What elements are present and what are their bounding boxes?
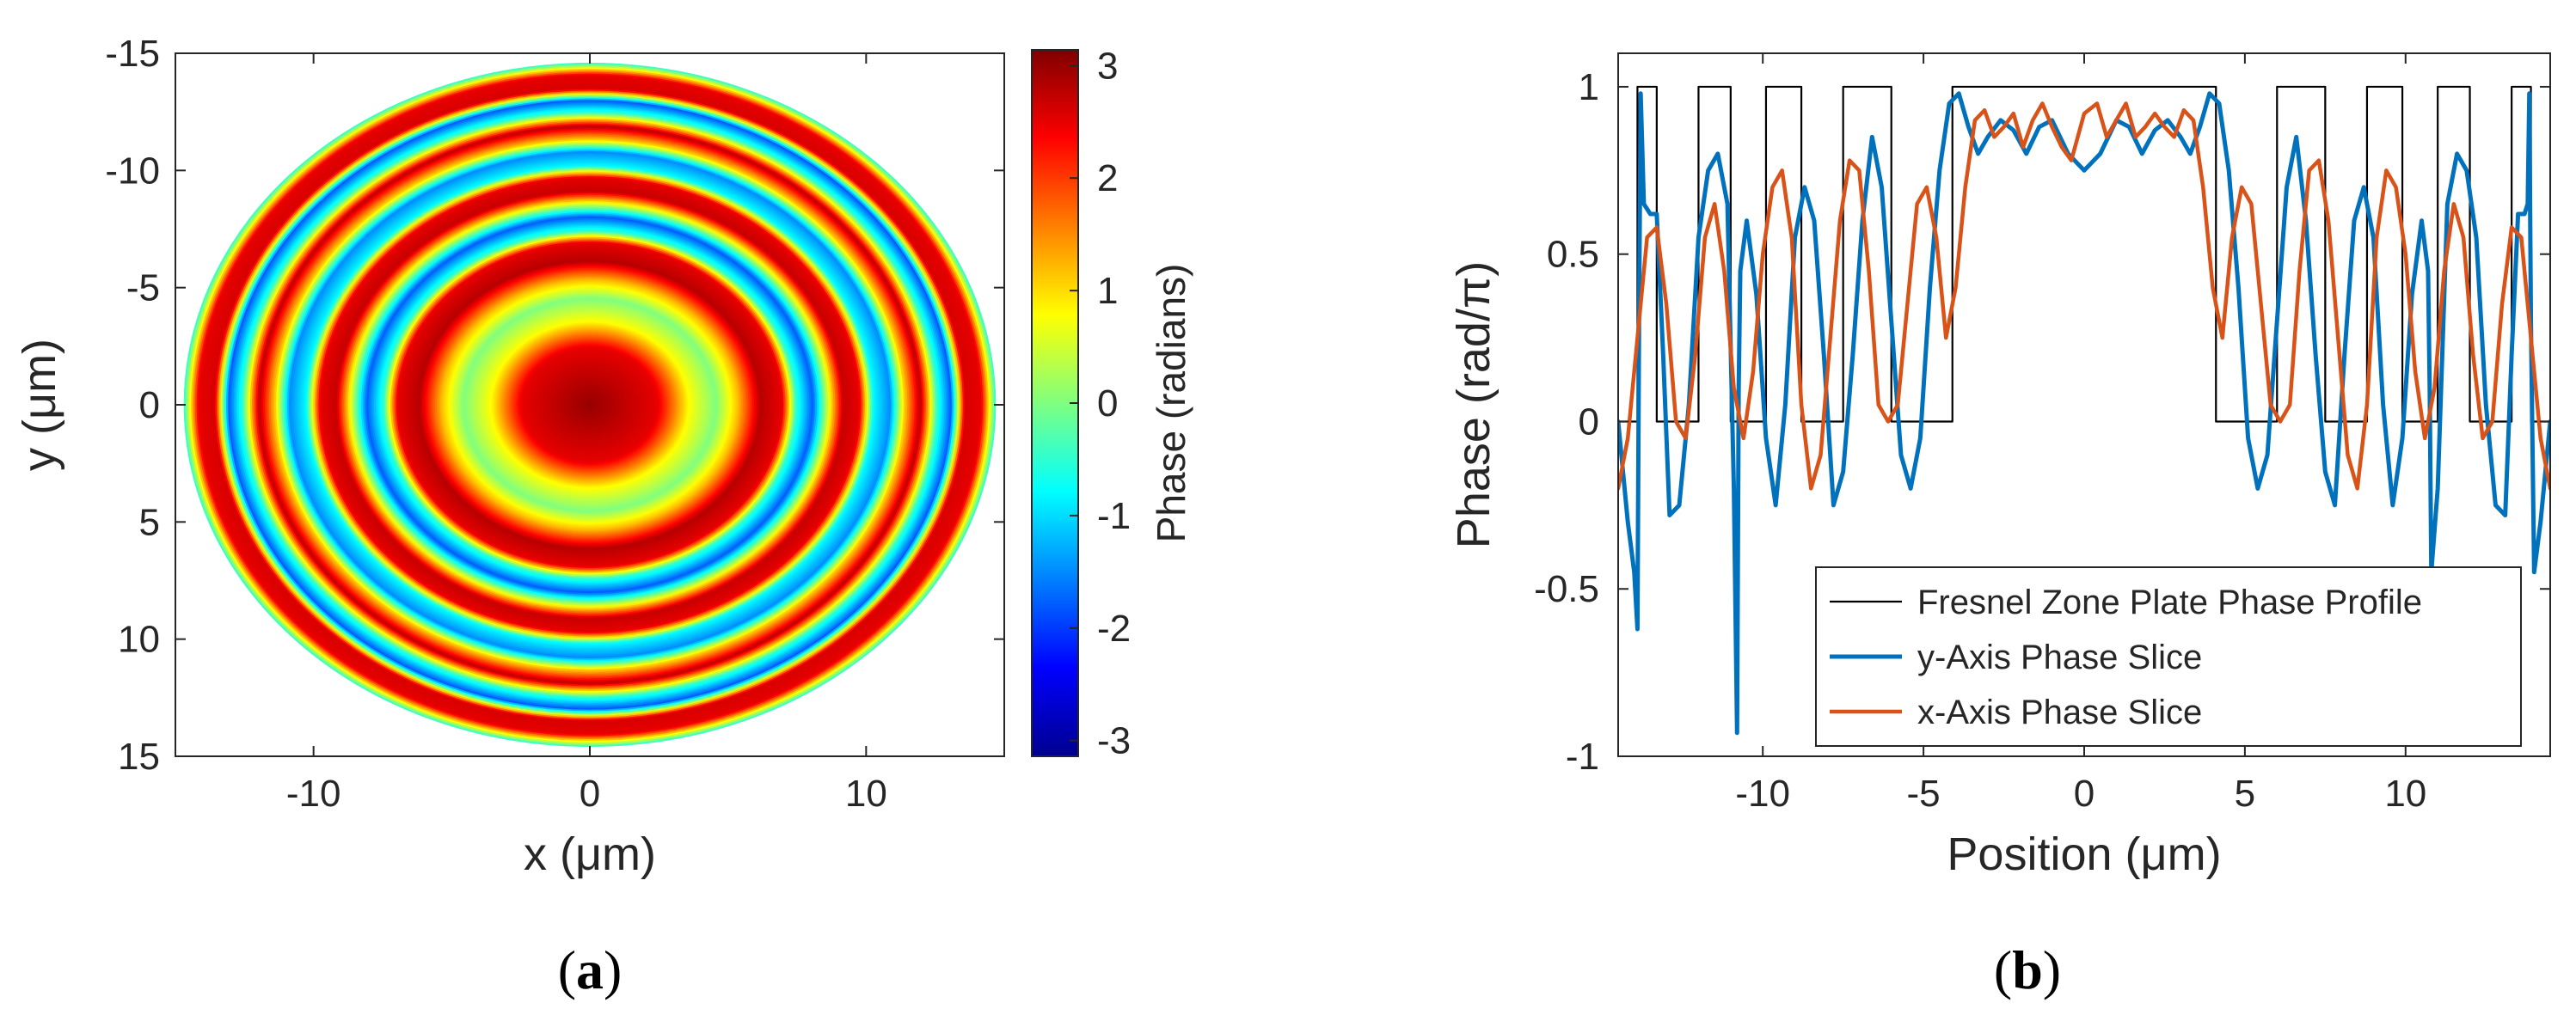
y-tick-label: -5 xyxy=(126,267,160,309)
panel-a-tag-open: ( xyxy=(558,939,576,1000)
colorbar-tick-label: -1 xyxy=(1097,495,1131,537)
phase-map-x-axis-label: x (μm) xyxy=(524,828,656,880)
panel-b-tag-open: ( xyxy=(1994,939,2012,1000)
x-tick-label: 0 xyxy=(580,773,600,815)
phase-map-rings xyxy=(183,62,997,748)
colorbar-tick-label: 1 xyxy=(1097,270,1118,312)
legend-box xyxy=(1815,566,2522,747)
series-line-y-axis-slice xyxy=(1618,91,2550,736)
panel-a-tag: (a) xyxy=(558,939,623,1000)
y-tick-label: 10 xyxy=(118,619,160,661)
y-tick-label: -15 xyxy=(105,33,160,75)
x-tick-label: 5 xyxy=(2235,773,2255,815)
legend-entry: Fresnel Zone Plate Phase Profile xyxy=(1917,584,2422,621)
phase-slice-lines xyxy=(1618,85,2550,736)
x-tick-label: -10 xyxy=(1735,773,1790,815)
panel-b-tag-letter: b xyxy=(2012,939,2043,1000)
y-tick-label: -10 xyxy=(105,150,160,192)
phase-slice-ticks: -10 -5 0 5 10 -1 -0.5 0 0.5 1 xyxy=(1534,53,2550,815)
panel-b-tag-close: ) xyxy=(2043,939,2061,1000)
y-tick-label: 5 xyxy=(139,501,160,543)
phase-slice-y-axis-label: Phase (rad/π) xyxy=(1448,261,1500,548)
x-tick-label: 10 xyxy=(845,773,887,815)
y-tick-label: 0 xyxy=(1579,400,1599,443)
series-line-x-axis-slice xyxy=(1618,101,2550,491)
colorbar-tick-label: 0 xyxy=(1097,382,1118,425)
colorbar-tick-label: -3 xyxy=(1097,720,1131,762)
x-tick-label: 10 xyxy=(2384,773,2426,815)
x-tick-label: 0 xyxy=(2074,773,2095,815)
panel-a-tag-letter: a xyxy=(576,939,604,1000)
panel-a-tag-close: ) xyxy=(604,939,622,1000)
colorbar-label: Phase (radians) xyxy=(1149,264,1193,543)
phase-map-ticks: -10 0 10 -15 -10 -5 0 5 10 15 xyxy=(105,33,1004,815)
colorbar-tick-label: -2 xyxy=(1097,608,1131,650)
colorbar-tick-label: 2 xyxy=(1097,157,1118,199)
legend: Fresnel Zone Plate Phase Profile y-Axis P… xyxy=(1815,566,2522,747)
series-line-fresnel-profile xyxy=(1618,85,2550,423)
x-tick-label: -10 xyxy=(286,773,341,815)
phase-slice-panel: -10 -5 0 5 10 -1 -0.5 0 0.5 1 Position (μm) Phase… xyxy=(1448,52,2551,1000)
legend-entry: x-Axis Phase Slice xyxy=(1917,694,2202,731)
y-tick-label: 0.5 xyxy=(1547,234,1599,276)
x-tick-label: -5 xyxy=(1907,773,1941,815)
phase-map-y-axis-label: y (μm) xyxy=(14,339,65,471)
legend-entry: y-Axis Phase Slice xyxy=(1917,639,2202,676)
phase-slice-x-axis-label: Position (μm) xyxy=(1947,828,2221,880)
y-tick-label: 0 xyxy=(139,384,160,426)
colorbar-tick-label: 3 xyxy=(1097,45,1118,87)
y-tick-label: -0.5 xyxy=(1534,568,1599,610)
phase-ring xyxy=(587,403,592,407)
colorbar-ticks: -3 -2 -1 0 1 2 3 xyxy=(1070,45,1131,762)
y-tick-label: -1 xyxy=(1566,736,1599,778)
y-tick-label: 1 xyxy=(1579,66,1599,108)
panel-b-tag: (b) xyxy=(1994,939,2061,1000)
y-tick-label: 15 xyxy=(118,736,160,778)
